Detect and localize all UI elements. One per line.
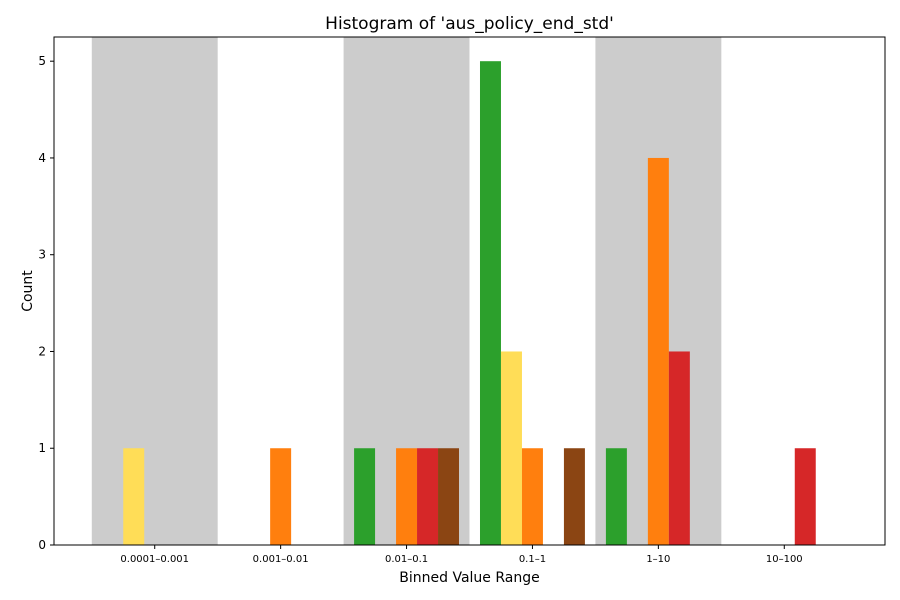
- y-tick-label: 3: [38, 248, 46, 262]
- shaded-bands: [91, 37, 722, 545]
- bar: [563, 448, 585, 545]
- y-axis-label: Count: [20, 270, 36, 312]
- x-tick-label: 10–100: [766, 554, 803, 565]
- bar: [417, 448, 439, 545]
- bar: [123, 448, 145, 545]
- x-axis-ticks: 0.0001–0.001 0.001–0.01 0.01–0.1 0.1–1 1–10 1…: [120, 545, 803, 565]
- y-axis-ticks: 0 1 2 3 4 5: [38, 54, 54, 552]
- y-tick-label: 4: [38, 151, 46, 165]
- x-axis-label: Binned Value Range: [399, 570, 539, 586]
- bar: [668, 351, 690, 545]
- bar: [270, 448, 292, 545]
- bar: [521, 448, 543, 545]
- plot-area-frame: [53, 36, 886, 546]
- bar: [605, 448, 627, 545]
- y-tick-label: 2: [38, 344, 46, 358]
- bar: [438, 448, 460, 545]
- bars: [123, 61, 816, 545]
- bar: [479, 61, 501, 545]
- bar: [500, 351, 522, 545]
- x-tick-label: 0.0001–0.001: [120, 554, 189, 565]
- x-tick-label: 0.01–0.1: [385, 554, 428, 565]
- shaded-band-0: [91, 37, 218, 545]
- x-tick-label: 1–10: [646, 554, 670, 565]
- bar: [794, 448, 816, 545]
- bar: [647, 157, 669, 545]
- y-tick-label: 1: [38, 441, 46, 455]
- y-tick-label: 5: [38, 54, 46, 68]
- x-tick-label: 0.1–1: [519, 554, 546, 565]
- bar: [396, 448, 418, 545]
- bar: [354, 448, 376, 545]
- y-tick-label: 0: [38, 538, 46, 552]
- chart-title: Histogram of 'aus_policy_end_std': [325, 14, 614, 34]
- x-tick-label: 0.001–0.01: [253, 554, 309, 565]
